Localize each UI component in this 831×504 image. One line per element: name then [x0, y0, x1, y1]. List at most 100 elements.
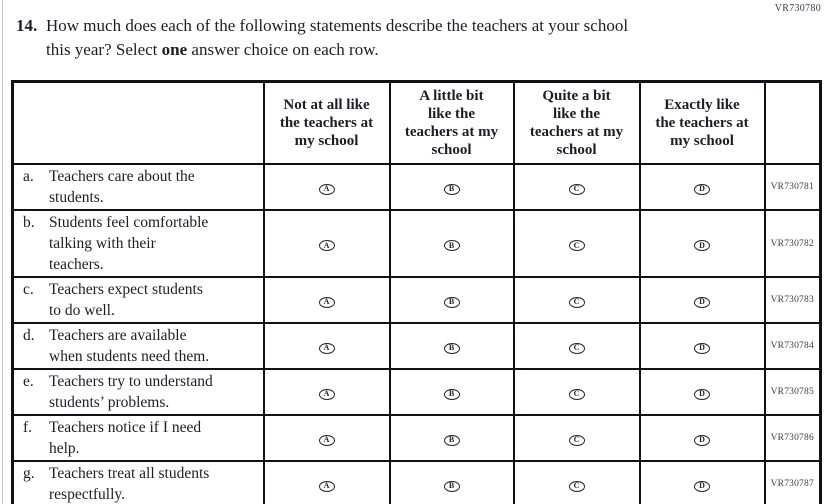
row-code: VR730786: [763, 414, 822, 462]
row-letter: b.: [23, 214, 35, 231]
option-cell-b: B: [388, 460, 515, 504]
statement-cell: b. Students feel comfortable talking with…: [11, 209, 265, 278]
answer-bubble-a[interactable]: A: [318, 296, 335, 308]
table-row-c: c. Teachers expect students to do well. A…: [11, 276, 822, 324]
statement-text: Teachers are available when students nee…: [49, 327, 210, 365]
answer-bubble-c[interactable]: C: [568, 480, 585, 492]
option-cell-d: D: [638, 322, 766, 370]
option-cell-d: D: [638, 209, 766, 278]
option-cell-d: D: [638, 368, 766, 416]
answer-bubble-a[interactable]: A: [318, 388, 335, 400]
table-row-d: d. Teachers are available when students n…: [11, 322, 822, 370]
option-cell-c: C: [512, 460, 641, 504]
answer-bubble-d[interactable]: D: [694, 342, 710, 354]
answer-bubble-c[interactable]: C: [568, 434, 585, 446]
statement-text: Teachers treat all students respectfully…: [49, 465, 210, 503]
statement-cell: f. Teachers notice if I need help.: [11, 414, 265, 462]
row-code: VR730787: [763, 460, 822, 504]
answer-bubble-b[interactable]: B: [443, 480, 460, 492]
question-number: 14.: [16, 16, 38, 35]
option-cell-b: B: [388, 322, 515, 370]
answer-bubble-c[interactable]: C: [568, 296, 585, 308]
row-letter: e.: [23, 373, 34, 390]
option-cell-d: D: [638, 276, 766, 324]
statement-cell: a. Teachers care about the students.: [11, 163, 265, 211]
answer-bubble-d[interactable]: D: [694, 183, 710, 195]
option-cell-a: A: [262, 368, 391, 416]
option-cell-b: B: [388, 414, 515, 462]
option-cell-a: A: [262, 163, 391, 211]
row-code: VR730785: [763, 368, 822, 416]
row-code: VR730781: [763, 163, 822, 211]
answer-bubble-a[interactable]: A: [318, 434, 335, 446]
statement-text: Teachers expect students to do well.: [49, 281, 203, 319]
table-row-a: a. Teachers care about the students. A B …: [11, 163, 822, 211]
option-cell-a: A: [262, 209, 391, 278]
row-code: VR730783: [763, 276, 822, 324]
header-empty-statement-cell: [11, 80, 265, 165]
row-letter: g.: [23, 465, 35, 482]
option-cell-b: B: [388, 368, 515, 416]
option-cell-c: C: [512, 322, 641, 370]
statement-text: Teachers care about the students.: [49, 168, 195, 206]
option-cell-b: B: [388, 163, 515, 211]
answer-bubble-a[interactable]: A: [318, 480, 335, 492]
answer-bubble-d[interactable]: D: [694, 434, 710, 446]
row-letter: c.: [23, 281, 34, 298]
answer-bubble-b[interactable]: B: [443, 434, 460, 446]
option-cell-c: C: [512, 209, 641, 278]
option-cell-b: B: [388, 209, 515, 278]
option-cell-a: A: [262, 322, 391, 370]
question-block: 14. How much does each of the following …: [16, 14, 776, 62]
statement-cell: d. Teachers are available when students n…: [11, 322, 265, 370]
answer-bubble-a[interactable]: A: [318, 342, 335, 354]
option-cell-b: B: [388, 276, 515, 324]
table-header-row: Not at all like the teachers at my schoo…: [11, 80, 822, 165]
statement-text: Students feel comfortable talking with t…: [49, 214, 209, 273]
row-letter: f.: [23, 419, 33, 436]
option-cell-a: A: [262, 276, 391, 324]
row-code: VR730782: [763, 209, 822, 278]
answer-bubble-d[interactable]: D: [694, 240, 710, 251]
table-row-e: e. Teachers try to understand students’ p…: [11, 368, 822, 416]
answer-bubble-b[interactable]: B: [443, 296, 460, 308]
header-not-at-all: Not at all like the teachers at my schoo…: [262, 80, 391, 165]
table-row-b: b. Students feel comfortable talking with…: [11, 209, 822, 278]
option-cell-c: C: [512, 276, 641, 324]
answer-bubble-b[interactable]: B: [443, 240, 460, 251]
answer-bubble-b[interactable]: B: [443, 388, 460, 400]
answer-bubble-a[interactable]: A: [318, 183, 335, 195]
answer-bubble-c[interactable]: C: [568, 183, 585, 195]
scan-edge-line: [2, 0, 3, 504]
answer-bubble-c[interactable]: C: [568, 342, 585, 354]
option-cell-d: D: [638, 460, 766, 504]
answer-bubble-d[interactable]: D: [694, 480, 710, 492]
row-letter: d.: [23, 327, 35, 344]
option-cell-a: A: [262, 414, 391, 462]
statement-cell: g. Teachers treat all students respectful…: [11, 460, 265, 504]
header-empty-code-cell: [763, 80, 822, 165]
table-row-f: f. Teachers notice if I need help. A B C …: [11, 414, 822, 462]
header-exactly-like: Exactly like the teachers at my school: [638, 80, 766, 165]
answer-bubble-c[interactable]: C: [568, 388, 585, 400]
header-a-little-bit: A little bit like the teachers at my sch…: [388, 80, 515, 165]
answer-bubble-d[interactable]: D: [694, 388, 710, 400]
row-code: VR730784: [763, 322, 822, 370]
header-quite-a-bit: Quite a bit like the teachers at my scho…: [512, 80, 641, 165]
row-letter: a.: [23, 168, 34, 185]
answer-bubble-d[interactable]: D: [694, 296, 710, 308]
option-cell-c: C: [512, 414, 641, 462]
option-cell-d: D: [638, 414, 766, 462]
option-cell-c: C: [512, 368, 641, 416]
statement-cell: e. Teachers try to understand students’ p…: [11, 368, 265, 416]
answer-bubble-a[interactable]: A: [318, 240, 335, 251]
option-cell-d: D: [638, 163, 766, 211]
question-text: How much does each of the following stat…: [46, 16, 629, 59]
question-bold-word: one: [161, 40, 188, 59]
table-row-g: g. Teachers treat all students respectful…: [11, 460, 822, 504]
answer-bubble-b[interactable]: B: [443, 183, 460, 195]
answer-bubble-c[interactable]: C: [568, 240, 585, 251]
answer-bubble-b[interactable]: B: [443, 342, 460, 354]
option-cell-a: A: [262, 460, 391, 504]
